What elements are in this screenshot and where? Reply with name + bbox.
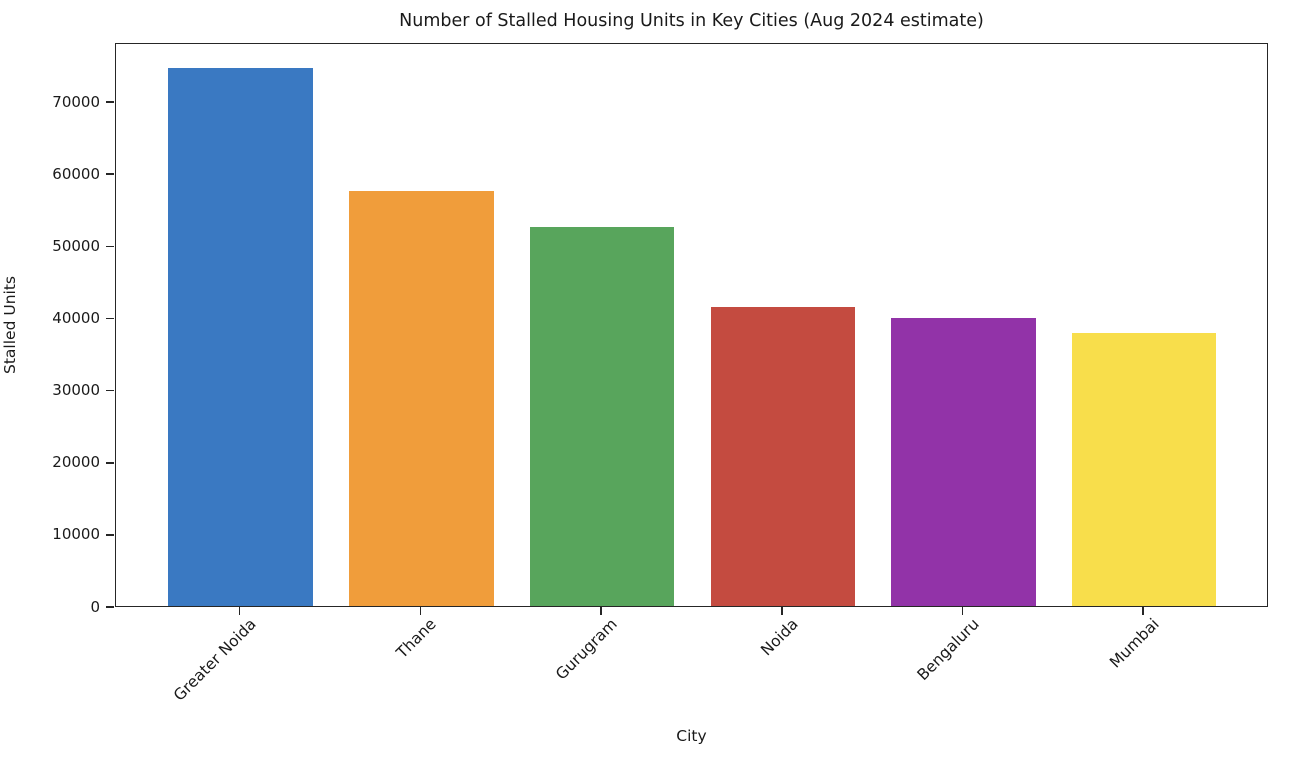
y-tick-mark [106,317,114,320]
x-tick-label-mumbai: Mumbai [1106,615,1163,672]
y-tick-label: 40000 [52,309,100,327]
bar-noida [710,307,856,606]
chart-title: Number of Stalled Housing Units in Key C… [399,11,984,31]
y-tick-label: 50000 [52,236,100,255]
y-tick-mark [106,101,114,103]
x-tick-mark [419,607,422,615]
x-tick-mark [961,607,964,615]
y-tick-mark [106,245,114,248]
x-tick-mark [781,607,783,615]
y-tick-label: 30000 [52,381,100,400]
bar-mumbai [1071,332,1217,606]
y-tick-mark [106,461,114,464]
plot-area [115,43,1268,607]
y-tick-mark [106,606,114,608]
y-tick-label: 60000 [52,164,100,183]
x-tick-mark [238,607,241,615]
y-tick-label: 0 [90,597,100,616]
x-tick-label-gurugram: Gurugram [552,615,621,684]
x-tick-label-greater-noida: Greater Noida [169,615,260,705]
bar-thane [349,191,494,606]
x-axis-label: City [676,727,707,745]
y-tick-mark [106,389,114,392]
y-tick-label: 10000 [52,525,100,544]
y-tick-mark [106,173,114,176]
y-tick-mark [106,534,114,536]
x-tick-mark [1142,607,1144,615]
bar-greater-noida [168,67,313,606]
x-tick-label-bengaluru: Bengaluru [913,615,983,685]
x-tick-label-noida: Noida [757,615,802,660]
bar-gurugram [529,227,675,606]
y-tick-label: 20000 [52,453,100,472]
y-tick-label: 70000 [52,92,100,111]
x-tick-mark [600,607,602,615]
bar-bengaluru [891,318,1036,606]
x-tick-label-thane: Thane [393,615,441,662]
